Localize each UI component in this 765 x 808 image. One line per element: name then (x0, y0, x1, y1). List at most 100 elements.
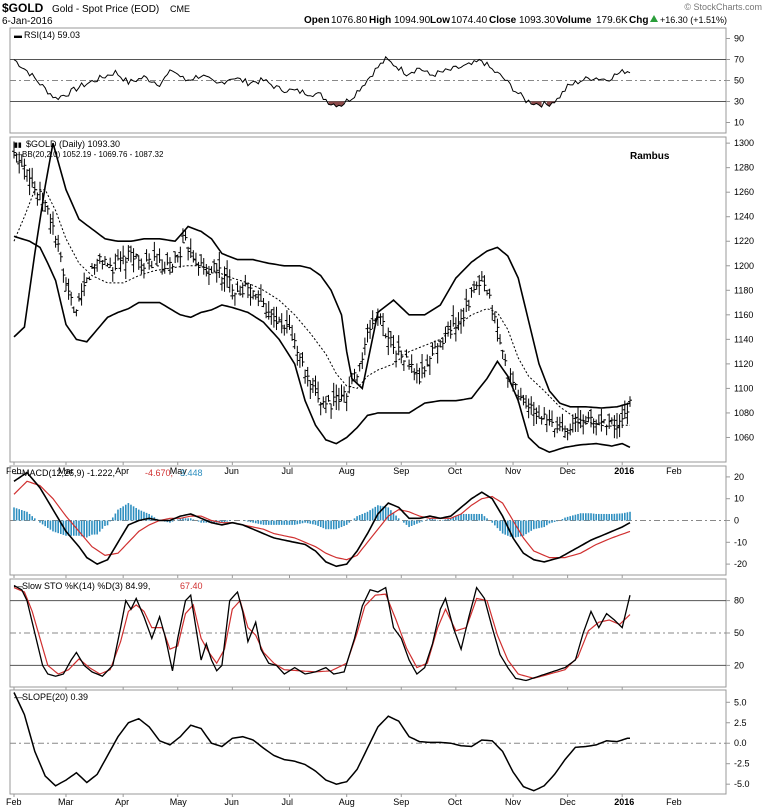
ohlc-bar (124, 257, 128, 279)
ohlc-bar (560, 414, 564, 432)
ohlc-bar (259, 284, 263, 301)
ohlc-bar (571, 414, 575, 432)
price-tick-label: 1060 (734, 432, 754, 442)
ohlc-bar (482, 275, 486, 291)
ohlc-bar (69, 292, 73, 306)
ohlc-bar (529, 396, 533, 415)
ohlc-bar (592, 418, 596, 433)
ohlc-bar (360, 352, 364, 369)
slope-tick-label: 2.5 (734, 718, 747, 728)
ohlc-bar (43, 200, 47, 212)
sto-tick-label: 80 (734, 596, 744, 606)
ohlc-bar (311, 378, 315, 393)
ohlc-bar (28, 168, 32, 195)
ohlc-bar (150, 261, 154, 268)
price-tick-label: 1080 (734, 408, 754, 418)
ohlc-bar (451, 305, 455, 326)
ohlc-bar (542, 407, 546, 419)
ohlc-bar (152, 242, 156, 261)
ohlc-bar (540, 416, 544, 425)
ohlc-bar (620, 405, 624, 428)
price-tick-label: 1200 (734, 261, 754, 271)
ohlc-bar (602, 419, 606, 423)
price-tick-label: 1280 (734, 163, 754, 173)
ohlc-bar (342, 386, 346, 402)
ohlc-bar (581, 414, 585, 434)
ohlc-bar (485, 290, 489, 296)
ohlc-bar (132, 248, 136, 272)
ohlc-bar (38, 182, 42, 200)
ohlc-bar (490, 305, 494, 321)
macd-tick-label: 0 (734, 516, 739, 526)
ohlc-bar (436, 343, 440, 363)
ohlc-bar (204, 264, 208, 276)
slope-tick-label: 0.0 (734, 738, 747, 748)
ohlc-bar (316, 382, 320, 403)
bb-legend-label: BB(20,2.0) 1052.19 - 1069.76 - 1087.32 (22, 150, 164, 159)
ohlc-bar (397, 335, 401, 355)
ohlc-bar (407, 360, 411, 370)
rsi-line (14, 57, 630, 107)
ohlc-bar (420, 354, 424, 378)
ohlc-bar (285, 310, 289, 333)
ohlc-bar (35, 192, 39, 205)
ohlc-bar (137, 255, 141, 270)
sto-d-legend: 67.40 (180, 581, 203, 591)
ohlc-bar (550, 410, 554, 427)
ohlc-bar (363, 338, 367, 356)
ohlc-bar (145, 249, 149, 261)
ohlc-bar (610, 417, 614, 424)
ohlc-bar (280, 313, 284, 333)
month-label-bottom: Oct (448, 797, 463, 807)
ohlc-bar (321, 396, 325, 407)
price-tick-label: 1140 (734, 334, 753, 344)
price-tick-label: 1240 (734, 212, 754, 222)
month-label-bottom: Feb (666, 797, 682, 807)
ohlc-bar (339, 384, 343, 401)
month-label: Apr (115, 466, 129, 476)
rsi-tick-label: 30 (734, 97, 744, 107)
ohlc-bar (586, 412, 590, 423)
ohlc-bar (412, 368, 416, 380)
ohlc-bar (545, 414, 549, 432)
ohlc-bar (77, 293, 81, 302)
ohlc-bar (262, 298, 266, 307)
ohlc-bar (308, 380, 312, 399)
ohlc-bar (30, 168, 34, 188)
ohlc-bar (534, 407, 538, 424)
ohlc-bar (256, 290, 260, 306)
ohlc-bar (106, 263, 110, 267)
macd-tick-label: 20 (734, 472, 744, 482)
ohlc-bar (612, 415, 616, 438)
ohlc-bar (186, 247, 190, 261)
sto-tick-label: 20 (734, 660, 744, 670)
ohlc-bar (459, 309, 463, 334)
month-label-bottom: Jul (282, 797, 294, 807)
bb-lower-line (14, 236, 630, 452)
ohlc-bar (111, 267, 115, 282)
ohlc-bar (80, 283, 84, 305)
ohlc-bar (524, 395, 528, 409)
ohlc-bar (67, 279, 71, 300)
ohlc-bar (365, 324, 369, 343)
ohlc-bar (225, 260, 229, 287)
ohlc-bar (87, 276, 91, 280)
month-label-bottom: Dec (560, 797, 577, 807)
rsi-tick-label: 10 (734, 118, 744, 128)
price-frame (10, 137, 726, 462)
price-tick-label: 1260 (734, 187, 754, 197)
month-label-bottom: Sep (393, 797, 409, 807)
ohlc-bar (61, 268, 65, 282)
ohlc-bar (228, 269, 232, 292)
ohlc-bar (236, 281, 240, 292)
rsi-legend-label: RSI(14) 59.03 (24, 30, 80, 40)
month-label: Nov (505, 466, 522, 476)
chart-canvas: 9070503010▬ RSI(14) 59.031300128012601240… (0, 0, 765, 808)
ohlc-bar (378, 313, 382, 324)
ohlc-bar (98, 253, 102, 263)
ohlc-bar (428, 356, 432, 375)
ohlc-bar (243, 275, 247, 287)
ohlc-bar (514, 383, 518, 390)
ohlc-bar (391, 335, 395, 354)
ohlc-bar (129, 246, 133, 263)
